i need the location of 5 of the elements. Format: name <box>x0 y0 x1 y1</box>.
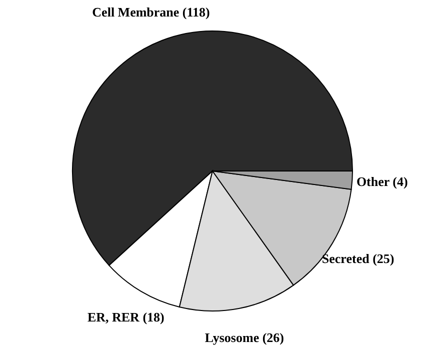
slice-label: Cell Membrane (118) <box>92 4 210 20</box>
slice-label: Other (4) <box>356 174 408 190</box>
slice-label: Secreted (25) <box>322 250 394 266</box>
slice-label: Lysosome (26) <box>204 330 284 345</box>
slice-label: ER, RER (18) <box>87 309 164 324</box>
